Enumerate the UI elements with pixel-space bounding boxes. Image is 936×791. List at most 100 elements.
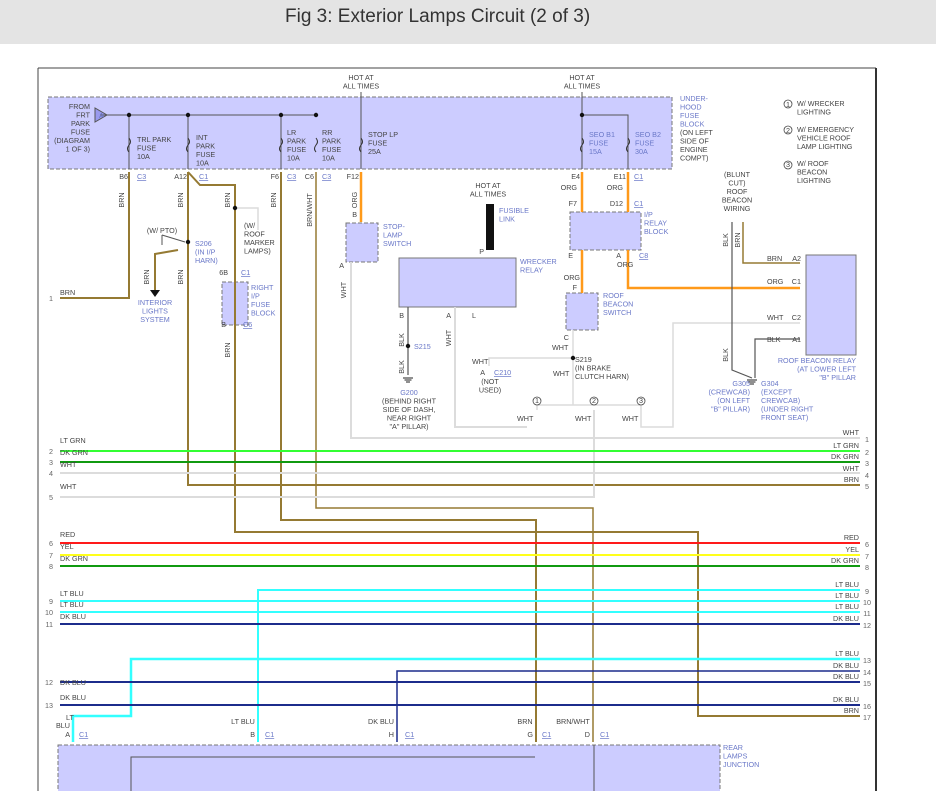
- diagram-label: LT BLU: [835, 580, 859, 589]
- wire-color-label: BRN: [142, 269, 151, 284]
- wire-blk: [754, 338, 800, 378]
- diagram-label: 8: [865, 563, 869, 572]
- diagram-label: DK BLU: [60, 693, 86, 702]
- splice-dot: [185, 239, 191, 245]
- diagram-label: 4: [49, 469, 53, 478]
- diagram-label: LT BLU: [835, 602, 859, 611]
- wire-color-label: BRN: [733, 232, 742, 247]
- splice-dot: [405, 343, 411, 349]
- diagram-label: HOT AT: [475, 181, 501, 190]
- diagram-label: G304: [761, 379, 779, 388]
- diagram-label: D12: [610, 199, 623, 208]
- diagram-label: W/ WRECKER: [797, 99, 845, 108]
- diagram-label: E4: [571, 172, 580, 181]
- diagram-label: C2: [792, 313, 801, 322]
- ground-icon: [403, 377, 413, 383]
- diagram-label: 11: [863, 609, 870, 618]
- diagram-label: FRT: [76, 111, 90, 120]
- diagram-label: (NOT: [481, 377, 499, 386]
- diagram-label: BLU: [56, 721, 70, 730]
- diagram-label: ROOF: [244, 230, 265, 239]
- diagram-label: SWITCH: [603, 308, 631, 317]
- diagram-label: HOOD: [680, 103, 702, 112]
- fuse-icon: [359, 137, 363, 153]
- diagram-label: (IN BRAKE: [575, 364, 611, 373]
- diagram-label: 12: [45, 678, 53, 687]
- diagram-label: YEL: [845, 545, 859, 554]
- diagram-label: P: [479, 247, 484, 256]
- diagram-label: WHT: [553, 369, 570, 378]
- diagram-label: A: [446, 311, 451, 320]
- diagram-label: A: [480, 368, 485, 377]
- diagram-label: LT: [66, 713, 74, 722]
- diagram-label: C6: [305, 172, 314, 181]
- diagram-label: 8: [49, 562, 53, 571]
- fuse-icon: [279, 137, 283, 153]
- wire-blk: [161, 234, 186, 243]
- diagram-label: C1: [79, 730, 88, 739]
- diagram-label: BRN/WHT: [556, 717, 590, 726]
- diagram-label: BLOCK: [644, 227, 669, 236]
- arrow-down-icon: [150, 290, 160, 297]
- fusible-link-icon: [486, 204, 494, 250]
- ground-icon: [747, 379, 757, 385]
- splice-dot: [313, 112, 319, 118]
- diagram-label: LT GRN: [833, 441, 859, 450]
- splice-dot: [579, 112, 585, 118]
- diagram-label: ORG: [561, 183, 578, 192]
- splice-dot: [232, 205, 238, 211]
- roof-beacon-relay: [805, 254, 857, 356]
- diagram-label: 11: [46, 620, 53, 629]
- diagram-label: DK BLU: [833, 672, 859, 681]
- diagram-label: SIDE OF DASH,: [383, 405, 436, 414]
- diagram-label: C1: [634, 172, 643, 181]
- diagram-label: RED: [844, 533, 859, 542]
- header-bar: Fig 3: Exterior Lamps Circuit (2 of 3): [0, 0, 936, 44]
- diagram-label: 9: [49, 597, 53, 606]
- diagram-label: 7: [49, 551, 53, 560]
- diagram-label: WHT: [767, 313, 784, 322]
- wire-color-label: WHT: [444, 329, 453, 346]
- diagram-label: 2: [865, 448, 869, 457]
- diagram-label: C1: [265, 730, 274, 739]
- wire-wht: [454, 307, 527, 428]
- diagram-label: B: [399, 311, 404, 320]
- diagram-label: BRN: [844, 706, 859, 715]
- diagram-label: F12: [347, 172, 359, 181]
- diagram-label: SEO B2: [635, 130, 661, 139]
- diagram-label: DK GRN: [60, 554, 88, 563]
- diagram-label: C3: [287, 172, 296, 181]
- diagram-label: WHT: [575, 414, 592, 423]
- diagram-label: PARK: [287, 137, 306, 146]
- diagram-label: RR: [322, 128, 332, 137]
- diagram-label: FUSE: [71, 128, 90, 137]
- wire-brn: [187, 172, 860, 486]
- wire-wht: [60, 410, 595, 498]
- diagram-label: PARK: [71, 119, 90, 128]
- diagram-label: REAR: [723, 743, 743, 752]
- diagram-label: BLOCK: [251, 309, 276, 318]
- diagram-label: ENGINE: [680, 145, 708, 154]
- diagram-label: WIRING: [724, 204, 751, 213]
- diagram-label: ALL TIMES: [564, 82, 601, 91]
- fuse-icon: [314, 137, 318, 153]
- diagram-label: C1: [792, 277, 801, 286]
- diagram-label: 10: [45, 608, 53, 617]
- diagram-label: HOT AT: [569, 73, 595, 82]
- diagram-label: (BEHIND RIGHT: [382, 397, 437, 406]
- diagram-label: PARK: [196, 142, 215, 151]
- option-number-icon: [589, 396, 599, 406]
- diagram-frame: [37, 67, 877, 791]
- diagram-label: ROOF BEACON RELAY: [778, 356, 856, 365]
- wire-color-label: BRN: [223, 192, 232, 207]
- wire-brn: [60, 172, 130, 299]
- diagram-label: 6B: [219, 268, 228, 277]
- diagram-label: S215: [414, 342, 431, 351]
- diagram-label: ORG: [617, 260, 634, 269]
- wire-org: [626, 250, 800, 290]
- diagram-label: 5: [49, 493, 53, 502]
- diagram-label: S219: [575, 355, 592, 364]
- diagram-label: PARK: [322, 137, 341, 146]
- diagram-label: INT: [196, 133, 208, 142]
- diagram-label: FUSE: [680, 111, 699, 120]
